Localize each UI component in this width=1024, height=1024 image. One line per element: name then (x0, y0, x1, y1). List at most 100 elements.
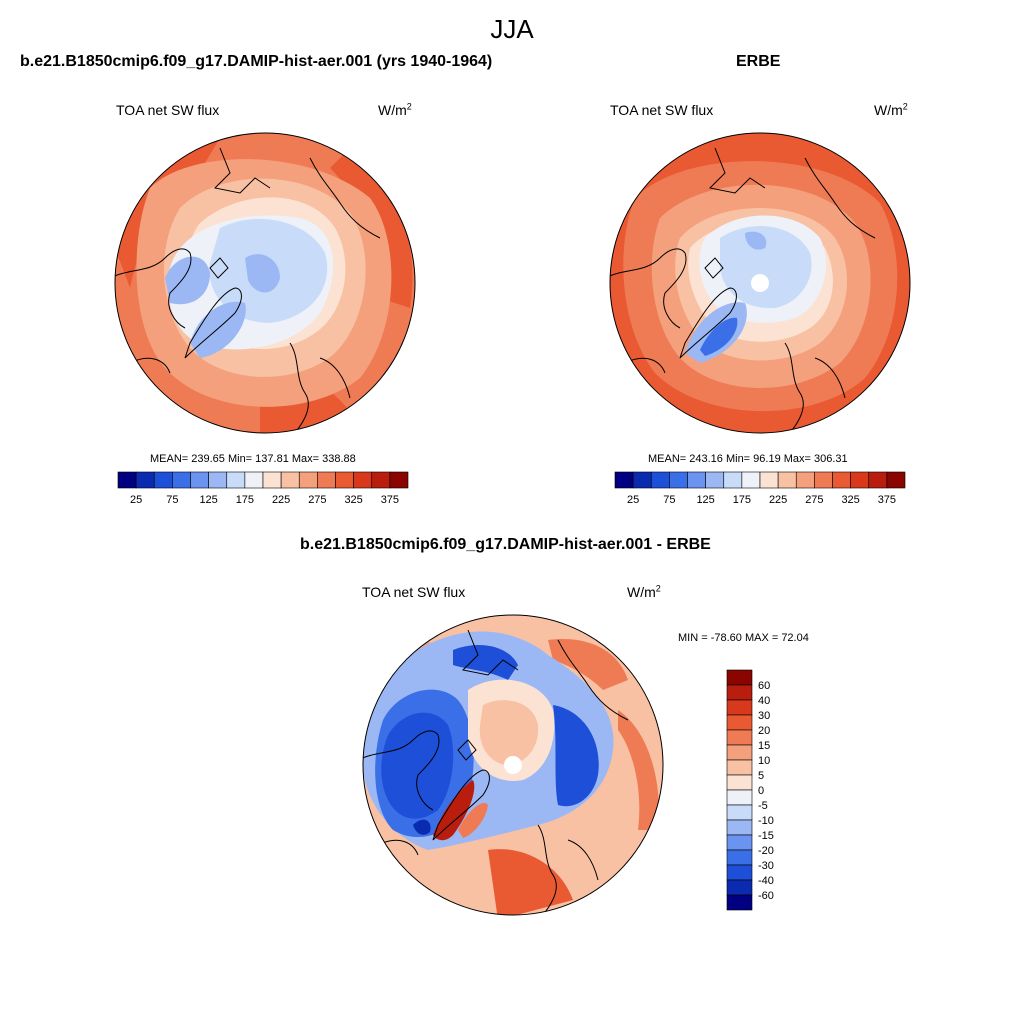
colorbar-swatch (172, 471, 191, 489)
colorbar-tick-label: 325 (344, 494, 362, 506)
model-coastline (209, 257, 229, 279)
diff-field-region (553, 705, 599, 807)
obs-coastline (814, 357, 846, 399)
model-units-base: W/m (378, 102, 407, 118)
colorbar-swatch (226, 471, 246, 489)
colorbar-swatch (135, 471, 155, 489)
colorbar-swatch (726, 759, 753, 776)
colorbar-swatch (850, 471, 870, 489)
colorbar-swatch (726, 669, 753, 686)
model-field-region (245, 254, 280, 293)
obs-field-region (700, 317, 738, 356)
model-stats-line: MEAN= 239.65 Min= 137.81 Max= 338.88 (150, 453, 356, 465)
diff-coastline (457, 739, 477, 761)
colorbar-swatch (726, 894, 753, 911)
colorbar-swatch (759, 471, 779, 489)
colorbar-tick-label: 375 (381, 494, 399, 506)
diff-coastline (432, 769, 490, 841)
diff-pole-hole (504, 756, 522, 774)
colorbar-swatch (190, 471, 209, 489)
obs-units-base: W/m (874, 102, 903, 118)
diff-units-exponent: 2 (655, 583, 661, 594)
diff-field-region (413, 819, 431, 835)
diff-map-border (362, 614, 664, 916)
colorbar-tick-label: 20 (758, 725, 770, 737)
colorbar-swatch (886, 471, 906, 489)
colorbar-tick-label: 125 (199, 494, 217, 506)
diff-coastline (537, 824, 557, 915)
colorbar-tick-label: 375 (878, 494, 896, 506)
colorbar-swatch (795, 471, 815, 489)
colorbar-tick-label: 5 (758, 770, 764, 782)
colorbar-swatch (726, 789, 753, 806)
colorbar-tick-label: 0 (758, 785, 764, 797)
obs-units-exponent: 2 (902, 101, 908, 112)
obs-polar-map (609, 132, 911, 434)
obs-coastline (610, 248, 687, 329)
colorbar-swatch (726, 699, 753, 716)
colorbar-tick-label: -5 (758, 800, 768, 812)
model-map-border (114, 132, 416, 434)
obs-panel-title: ERBE (736, 53, 781, 70)
model-coastline (309, 157, 381, 239)
colorbar-swatch (614, 471, 634, 489)
diff-coastline (567, 839, 599, 881)
colorbar-swatch (741, 471, 761, 489)
colorbar-swatch (726, 834, 753, 851)
colorbar-swatch (244, 471, 264, 489)
diff-field-region (458, 802, 488, 838)
diff-stats-line: MIN = -78.60 MAX = 72.04 (678, 632, 809, 644)
obs-coastline (708, 147, 766, 194)
colorbar-swatch (726, 864, 753, 881)
colorbar-tick-label: 75 (663, 494, 675, 506)
model-coastline (289, 342, 309, 433)
colorbar-swatch (687, 471, 706, 489)
obs-units-label: W/m2 (874, 102, 908, 118)
diff-field-region (433, 780, 475, 841)
obs-field-region (720, 226, 812, 309)
model-variable-label: TOA net SW flux (116, 102, 220, 118)
colorbar-tick-label: 275 (308, 494, 326, 506)
colorbar-tick-label: 25 (130, 494, 142, 506)
colorbar-tick-label: -30 (758, 860, 774, 872)
colorbar-swatch (117, 471, 137, 489)
colorbar-tick-label: 325 (841, 494, 859, 506)
diff-variable-label: TOA net SW flux (362, 584, 466, 600)
diff-polar-map (362, 614, 664, 916)
colorbar-tick-label: 25 (627, 494, 639, 506)
colorbar-swatch (650, 471, 670, 489)
diff-field-region (618, 710, 659, 830)
colorbar-tick-label: 125 (696, 494, 714, 506)
obs-map-border (609, 132, 911, 434)
colorbar-tick-label: -10 (758, 815, 774, 827)
obs-variable-label: TOA net SW flux (610, 102, 714, 118)
colorbar-swatch (705, 471, 725, 489)
diff-coastline (461, 629, 519, 676)
diff-units-base: W/m (627, 584, 656, 600)
colorbar-swatch (726, 879, 753, 896)
colorbar-tick-label: -40 (758, 875, 774, 887)
colorbar-swatch (208, 471, 228, 489)
diff-field-region (453, 645, 518, 680)
colorbar-tick-label: 15 (758, 740, 770, 752)
colorbar-tick-label: 30 (758, 710, 770, 722)
colorbar-swatch (153, 471, 173, 489)
colorbar-swatch (726, 729, 753, 746)
obs-colorbar: 25 75 125 175 225 275 325 375 (614, 471, 906, 506)
season-title: JJA (490, 14, 534, 44)
colorbar-swatch (317, 471, 336, 489)
colorbar-swatch (777, 471, 797, 489)
model-coastline (115, 248, 192, 329)
obs-coastline (679, 287, 737, 359)
model-colorbar: 25 75 125 175 225 275 325 375 (117, 471, 409, 506)
obs-stats-line: MEAN= 243.16 Min= 96.19 Max= 306.31 (648, 453, 848, 465)
colorbar-tick-label: 10 (758, 755, 770, 767)
colorbar-swatch (723, 471, 743, 489)
colorbar-tick-label: 225 (769, 494, 787, 506)
obs-coastline (704, 257, 724, 279)
colorbar-swatch (371, 471, 391, 489)
model-panel-title: b.e21.B1850cmip6.f09_g17.DAMIP-hist-aer.… (20, 53, 493, 70)
model-coastline (319, 357, 351, 399)
diff-colorbar: 60 40 30 20 15 10 5 0 -5 -10 -15 -20 -30 -40 -60 (726, 669, 774, 911)
diff-coastline (363, 730, 440, 811)
